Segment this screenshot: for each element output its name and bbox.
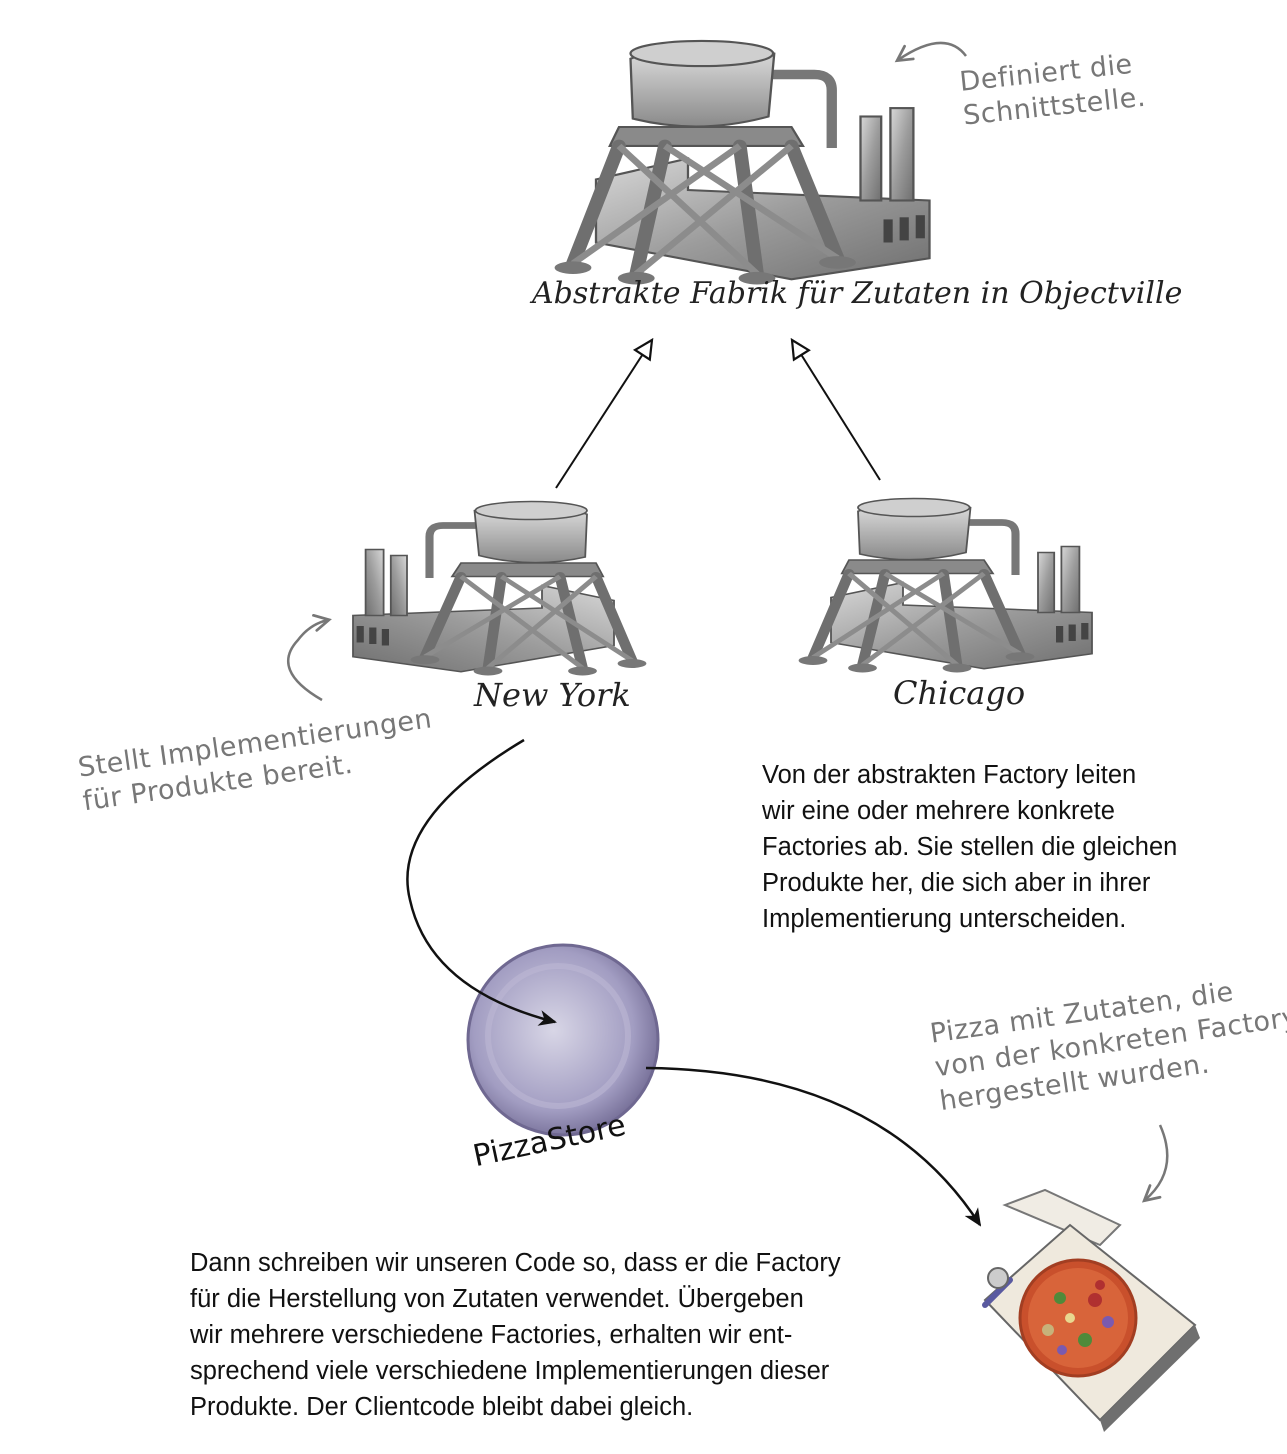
explanation-top-line-4: Produkte her, die sich aber in ihrer xyxy=(762,869,1151,897)
explanation-bottom-line-1: Dann schreiben wir unseren Code so, dass… xyxy=(190,1249,841,1277)
chicago-label: Chicago xyxy=(893,674,1026,712)
explanation-bottom-line-5: Produkte. Der Clientcode bleibt dabei gl… xyxy=(190,1393,694,1421)
explanation-top-line-3: Factories ab. Sie stellen die gleichen xyxy=(762,833,1178,861)
new-york-label: New York xyxy=(474,676,631,714)
note-arrow-abstract xyxy=(894,41,967,63)
explanation-top: Von der abstrakten Factory leiten wir ei… xyxy=(762,757,1177,937)
new-york-factory-icon xyxy=(353,502,646,676)
pizza-store-disc xyxy=(466,943,660,1137)
explanation-bottom: Dann schreiben wir unseren Code so, dass… xyxy=(190,1245,841,1425)
explanation-top-line-5: Implementierung unterscheiden. xyxy=(762,905,1127,933)
abstract-factory-label: Abstrakte Fabrik für Zutaten in Objectvi… xyxy=(532,276,1183,311)
note-arrow-concrete xyxy=(287,613,332,702)
explanation-top-line-1: Von der abstrakten Factory leiten xyxy=(762,761,1137,789)
explanation-bottom-line-2: für die Herstellung von Zutaten verwende… xyxy=(190,1285,804,1313)
flow-arrow-to-pizza xyxy=(645,1066,982,1227)
flow-arrow-to-store xyxy=(406,738,557,1026)
explanation-bottom-line-3: wir mehrere verschiedene Factories, erha… xyxy=(190,1321,793,1349)
abstract-factory-icon xyxy=(555,41,930,285)
chicago-factory-icon xyxy=(799,499,1092,673)
note-arrow-pizza xyxy=(1141,1124,1169,1203)
pizza-box-icon xyxy=(982,1188,1200,1432)
inherit-arrow-new-york xyxy=(555,340,652,489)
explanation-bottom-line-4: sprechend viele verschiedene Implementie… xyxy=(190,1357,830,1385)
explanation-top-line-2: wir eine oder mehrere konkrete xyxy=(762,797,1115,825)
inherit-arrow-chicago xyxy=(792,340,881,481)
